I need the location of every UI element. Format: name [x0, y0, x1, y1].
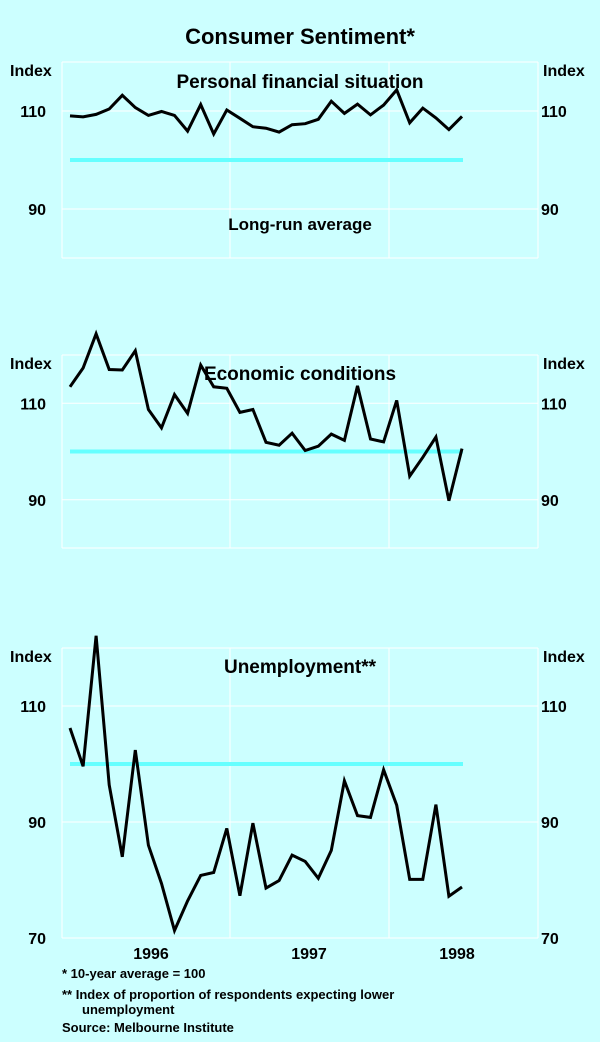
y-tick-label-right: 90 — [541, 493, 559, 510]
y-tick-label-left: 70 — [28, 931, 46, 948]
panel-2: 90 90 110 110 Index Index Economic conditions — [10, 329, 585, 549]
series-line — [68, 635, 463, 935]
x-tick-label: 1997 — [291, 946, 327, 963]
y-tick-label-right: 110 — [541, 699, 567, 716]
y-tick-label-right: 90 — [541, 202, 559, 219]
x-tick-label: 1996 — [133, 946, 169, 963]
y-axis-unit-left: Index — [10, 63, 52, 80]
average-line-label: Long-run average — [228, 215, 372, 234]
y-axis-unit-left: Index — [10, 356, 52, 373]
footnote-unemployment-index-cont: unemployment — [82, 1002, 175, 1017]
panel-title: Personal financial situation — [176, 72, 423, 93]
source-note: Source: Melbourne Institute — [62, 1020, 234, 1035]
y-tick-label-right: 70 — [541, 931, 559, 948]
y-tick-label-right: 90 — [541, 815, 559, 832]
y-axis-unit-left: Index — [10, 649, 52, 666]
panels: 90 90 110 110 Index Index Personal financial s… — [10, 61, 585, 963]
chart-title: Consumer Sentiment* — [185, 24, 415, 49]
y-tick-label-right: 110 — [541, 396, 567, 413]
y-tick-label-left: 90 — [28, 202, 46, 219]
y-tick-label-left: 110 — [20, 104, 46, 121]
y-tick-label-left: 110 — [20, 396, 46, 413]
footnote-10yr-average: * 10-year average = 100 — [62, 966, 206, 981]
y-axis-unit-right: Index — [543, 649, 585, 666]
y-tick-label-left: 90 — [28, 493, 46, 510]
y-tick-label-left: 110 — [20, 699, 46, 716]
x-tick-label: 1998 — [439, 946, 475, 963]
series-line — [68, 329, 464, 502]
y-axis-unit-right: Index — [543, 356, 585, 373]
panel-3: 70 70 90 90 110 110 Index Index Unemployment** 19… — [10, 635, 585, 963]
panel-title: Unemployment** — [224, 657, 377, 678]
y-tick-label-left: 90 — [28, 815, 46, 832]
y-tick-label-right: 110 — [541, 104, 567, 121]
series-line — [69, 87, 464, 138]
panel-1: 90 90 110 110 Index Index Personal financial s… — [10, 61, 585, 259]
footnote-unemployment-index: ** Index of proportion of respondents ex… — [62, 987, 395, 1002]
y-axis-unit-right: Index — [543, 63, 585, 80]
panel-title: Economic conditions — [204, 364, 396, 385]
